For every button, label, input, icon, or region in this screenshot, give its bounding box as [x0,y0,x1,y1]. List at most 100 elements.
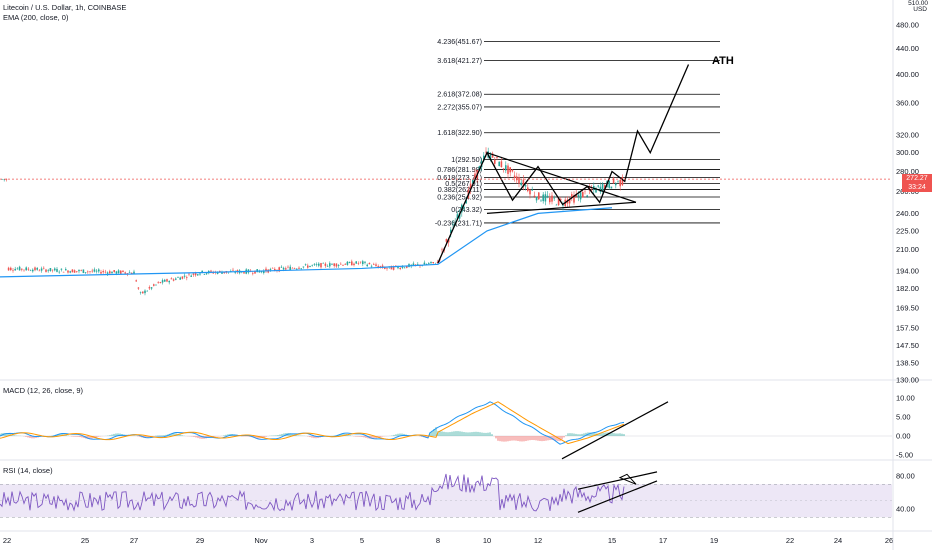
candle-body [491,153,494,158]
macd-histogram-bar [379,436,381,438]
rsi-pane[interactable]: 80.00 40.00 [0,471,915,518]
candle-body [203,274,206,275]
fib-level-label: 0.786(281.98) [437,165,482,174]
candle-body [49,267,52,271]
candle-body [289,266,291,271]
candle-body [221,272,223,274]
candle-body [533,195,536,197]
macd-histogram-bar [517,436,519,441]
candle-body [619,179,621,187]
candle-body [379,266,382,267]
macd-histogram-bar [343,433,345,436]
candle-body [172,279,175,281]
candle-body [188,273,190,275]
macd-histogram-bar [371,436,373,440]
price-tick-label: 240.00 [896,209,919,218]
candle-body [395,265,397,267]
time-tick-label: 17 [659,536,667,545]
macd-histogram-bar [119,433,121,436]
fib-level-label: 0.382(262.11) [438,185,482,194]
macd-histogram-bar [475,431,477,436]
macd-histogram-bar [481,432,483,436]
candle-body [520,182,522,186]
time-tick-label: 8 [436,536,440,545]
candle-body [342,264,344,266]
candle-body [373,264,375,265]
macd-histogram-bar [597,433,599,436]
macd-histogram-bar [473,431,475,436]
time-tick-label: 19 [710,536,718,545]
candle-body [293,268,296,269]
price-pane[interactable]: 4.236(451.67) 3.618(421.27) 2.618(372.08) 2… [0,37,932,381]
macd-histogram-bar [171,433,173,436]
candle-body [65,269,67,271]
candle-body [406,265,408,268]
candle-body [177,277,179,278]
macd-tick-label: 5.00 [896,413,911,422]
macd-histogram-bar [533,436,535,441]
macd-histogram-bar [113,433,115,436]
macd-histogram-bar [547,436,549,441]
triangle-lower-line [486,201,637,214]
macd-histogram-bar [33,436,35,439]
macd-histogram-bar [539,436,541,442]
candle-body [260,271,263,273]
candle-body [254,270,256,274]
candle-body [10,267,12,271]
candle-body [472,179,474,183]
macd-histogram-bar [421,436,423,437]
candle-body [621,177,624,186]
candle-body [104,271,107,273]
candle-body [100,271,102,274]
candle-body [465,200,467,204]
macd-histogram-bar [583,433,585,436]
macd-tick-label: 10.00 [896,394,915,403]
candle-body [507,165,509,174]
macd-histogram-bar [273,435,275,436]
candle-body [192,273,195,275]
macd-histogram-bar [139,436,141,437]
candle-body [194,273,197,276]
candle-body [67,270,69,273]
candle-body [106,272,109,274]
macd-histogram-bar [247,436,249,437]
candle-body [201,270,203,273]
candle-body [170,278,173,280]
candle-body [549,197,551,203]
candle-body [333,263,335,266]
macd-histogram-bar [173,433,175,436]
candle-body [298,267,300,269]
currency-label: USD [913,6,927,13]
macd-histogram-bar [507,436,509,442]
macd-histogram-bar [605,432,607,436]
macd-histogram-bar [115,433,117,436]
candle-body [335,263,338,267]
candle-body [397,266,399,269]
candle-body [527,187,529,192]
time-tick-label: 12 [534,536,542,545]
rsi-tick-label: 40.00 [896,505,915,514]
fib-level-label: 2.272(355.07) [437,102,482,111]
candle-body [3,179,5,180]
candle-body [544,194,547,202]
candle-body [164,279,166,282]
candle-body [54,268,56,271]
candle-body [551,195,553,202]
candle-body [311,264,313,266]
macd-histogram-bar [497,436,499,441]
candle-body [452,224,454,225]
macd-histogram-bar [487,432,489,436]
candle-body [375,264,377,266]
candle-body [445,239,448,242]
candle-body [51,269,54,271]
macd-histogram-bar [577,434,579,436]
candle-body [307,265,309,268]
candle-body [571,194,573,198]
macd-histogram-bar [529,436,531,441]
rsi-label: RSI (14, close) [3,466,53,475]
candle-body [384,267,386,269]
macd-pane[interactable]: 10.00 5.00 0.00 -5.00 [0,394,932,461]
macd-tick-label: 0.00 [896,432,911,441]
candle-body [78,269,80,272]
